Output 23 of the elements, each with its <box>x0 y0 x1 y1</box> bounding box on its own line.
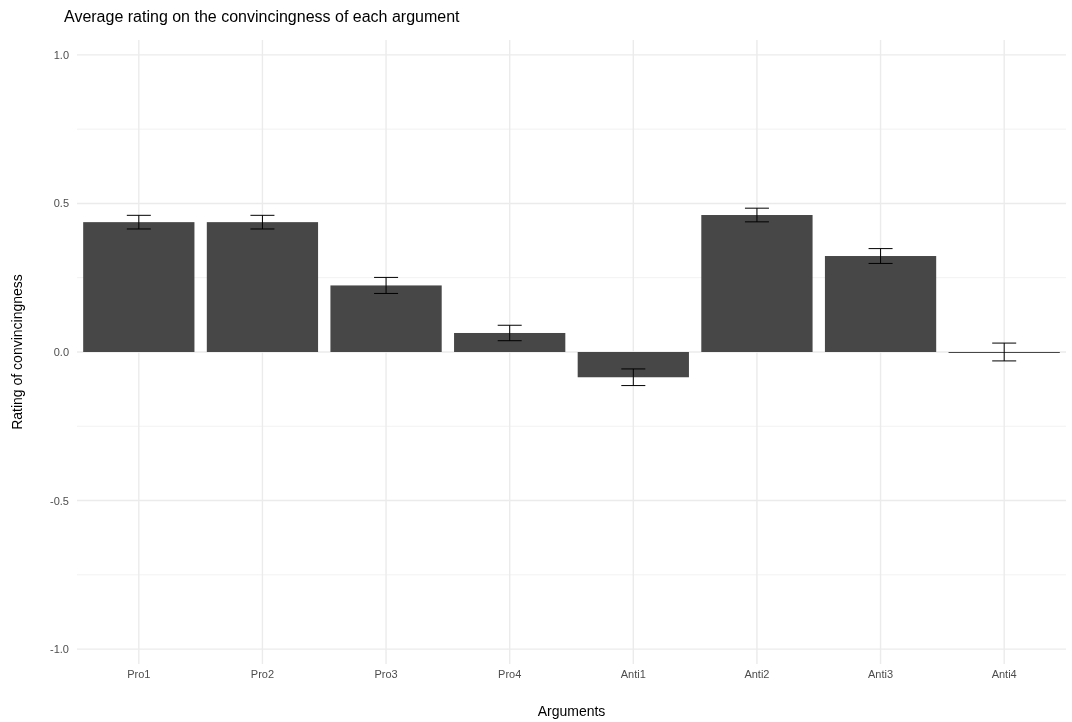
chart-title: Average rating on the convincingness of each argument <box>64 8 461 25</box>
y-tick-label: 1.0 <box>53 48 69 61</box>
x-axis-title: Arguments <box>537 703 606 719</box>
x-tick-label: Pro1 <box>127 667 151 680</box>
y-tick-label: -0.5 <box>50 494 69 507</box>
bar <box>206 222 319 352</box>
y-axis-title: Rating of convincingness <box>9 274 25 430</box>
x-tick-label: Pro3 <box>374 667 398 680</box>
y-tick-label: 0.5 <box>53 197 69 210</box>
bar <box>701 215 813 352</box>
bar <box>83 222 195 352</box>
x-tick-label: Anti1 <box>620 667 646 680</box>
x-tick-label: Pro4 <box>498 667 522 680</box>
bar <box>577 352 689 378</box>
bar <box>454 332 566 352</box>
x-tick-label: Anti3 <box>868 667 894 680</box>
bar <box>824 256 937 352</box>
x-tick-label: Anti4 <box>991 667 1017 680</box>
y-tick-label: 0.0 <box>53 346 69 359</box>
x-tick-label: Pro2 <box>250 667 275 680</box>
y-tick-label: -1.0 <box>50 643 69 656</box>
bar <box>330 285 442 352</box>
x-tick-label: Anti2 <box>744 667 770 680</box>
